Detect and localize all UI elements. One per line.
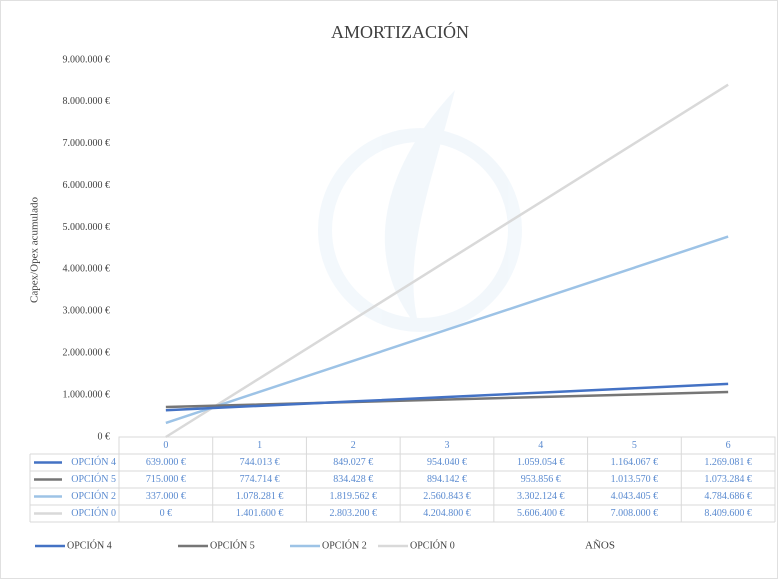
table-value: 1.013.570 € (611, 474, 659, 485)
y-tick-label: 9.000.000 € (63, 54, 111, 65)
table-series-name: OPCIÓN 2 (71, 490, 116, 502)
table-value: 1.078.281 € (236, 491, 284, 502)
y-tick-label: 5.000.000 € (63, 222, 111, 233)
series-line (165, 382, 729, 412)
y-axis-label: Capex/Opex acumulado (29, 197, 41, 303)
table-value: 0 € (160, 508, 173, 519)
table-value: 834.428 € (333, 474, 373, 485)
table-value: 8.409.600 € (704, 508, 752, 519)
series-line (165, 83, 729, 439)
y-tick-label: 8.000.000 € (63, 96, 111, 107)
legend-label: OPCIÓN 5 (210, 539, 255, 551)
table-value: 639.000 € (146, 457, 186, 468)
table-value: 774.714 € (240, 474, 280, 485)
table-value: 894.142 € (427, 474, 467, 485)
table-value: 5.606.400 € (517, 508, 565, 519)
watermark (318, 90, 522, 332)
legend-label: OPCIÓN 4 (67, 539, 112, 551)
y-tick-label: 4.000.000 € (63, 264, 111, 275)
x-tick-label: 0 (163, 440, 168, 451)
table-value: 1.164.067 € (611, 457, 659, 468)
chart-title: AMORTIZACIÓN (331, 21, 469, 42)
table-value: 954.040 € (427, 457, 467, 468)
table-value: 1.269.081 € (704, 457, 752, 468)
x-axis-label: AÑOS (585, 540, 615, 552)
table-value: 3.302.124 € (517, 491, 565, 502)
x-tick-label: 6 (726, 440, 731, 451)
y-tick-label: 1.000.000 € (63, 389, 111, 400)
table-value: 1.401.600 € (236, 508, 284, 519)
y-tick-label: 2.000.000 € (63, 348, 111, 359)
x-tick-label: 3 (445, 440, 450, 451)
table-value: 849.027 € (333, 457, 373, 468)
y-tick-label: 0 € (98, 431, 111, 442)
x-tick-label: 5 (632, 440, 637, 451)
table-value: 4.043.405 € (611, 491, 659, 502)
table-value: 7.008.000 € (611, 508, 659, 519)
table-value: 2.560.843 € (423, 491, 471, 502)
table-value: 1.059.054 € (517, 457, 565, 468)
table-series-name: OPCIÓN 4 (71, 456, 116, 468)
y-tick-label: 3.000.000 € (63, 306, 111, 317)
x-tick-label: 1 (257, 440, 262, 451)
table-value: 953.856 € (521, 474, 561, 485)
table-value: 1.819.562 € (330, 491, 378, 502)
series-line (165, 390, 729, 409)
table-value: 2.803.200 € (330, 508, 378, 519)
x-tick-label: 4 (538, 440, 543, 451)
x-tick-label: 2 (351, 440, 356, 451)
table-value: 4.784.686 € (704, 491, 752, 502)
table-value: 1.073.284 € (704, 474, 752, 485)
legend-label: OPCIÓN 0 (410, 539, 455, 551)
table-series-name: OPCIÓN 5 (71, 473, 116, 485)
table-value: 337.000 € (146, 491, 186, 502)
y-tick-label: 7.000.000 € (63, 138, 111, 149)
legend-label: OPCIÓN 2 (322, 539, 367, 551)
table-value: 715.000 € (146, 474, 186, 485)
table-value: 744.013 € (240, 457, 280, 468)
series-line (165, 235, 729, 425)
table-value: 4.204.800 € (423, 508, 471, 519)
y-tick-label: 6.000.000 € (63, 180, 111, 191)
table-series-name: OPCIÓN 0 (71, 507, 116, 519)
